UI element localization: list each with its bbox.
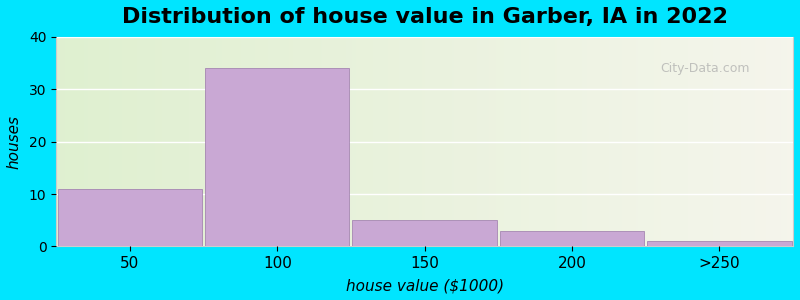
Bar [353, 220, 497, 246]
Y-axis label: houses: houses [7, 115, 22, 169]
Bar [500, 231, 644, 246]
Title: Distribution of house value in Garber, IA in 2022: Distribution of house value in Garber, I… [122, 7, 727, 27]
Bar [205, 68, 350, 246]
Bar [647, 241, 791, 246]
X-axis label: house value ($1000): house value ($1000) [346, 278, 504, 293]
Bar [58, 189, 202, 246]
Text: City-Data.com: City-Data.com [661, 62, 750, 75]
